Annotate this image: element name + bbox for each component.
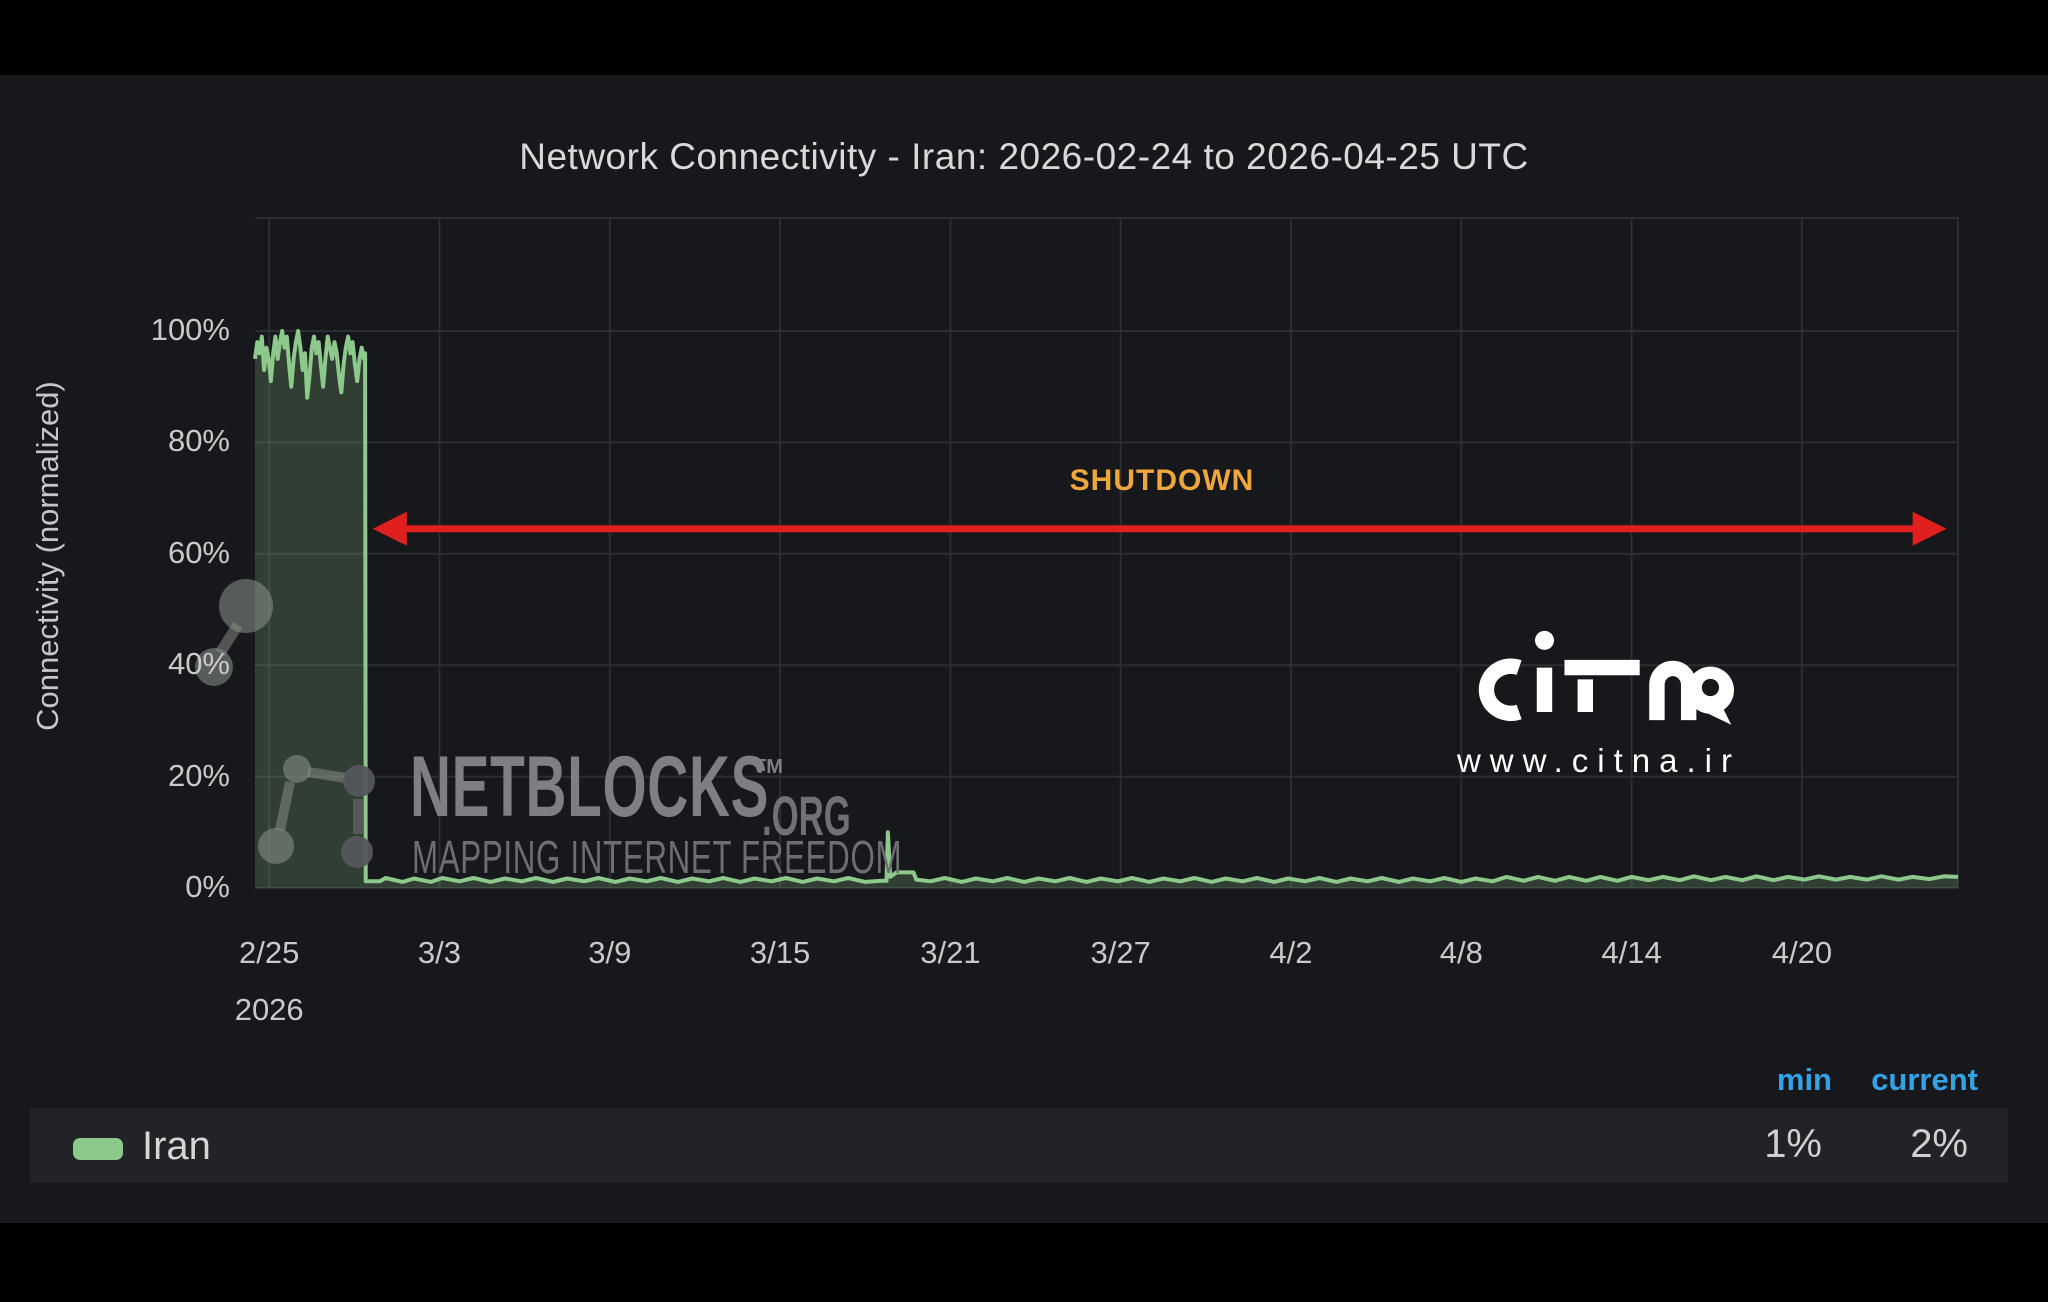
y-tick-label: 100% bbox=[150, 312, 230, 347]
netblocks-watermark: NETBLOCKS TM .ORG MAPPING INTERNET FREED… bbox=[410, 739, 902, 883]
y-tick-label: 40% bbox=[167, 646, 230, 682]
legend-current-value: 2% bbox=[1910, 1122, 1968, 1166]
legend-series-label[interactable]: Iran bbox=[142, 1124, 211, 1168]
x-tick-label: 3/3 bbox=[417, 935, 462, 970]
netblocks-icon bbox=[195, 579, 375, 868]
shutdown-arrow-left-head bbox=[372, 511, 407, 546]
x-tick-label: 3/15 bbox=[749, 935, 811, 970]
chart-panel bbox=[0, 75, 2048, 1223]
x-axis-year-label: 2026 bbox=[234, 992, 304, 1027]
x-tick-label: 4/8 bbox=[1439, 935, 1483, 970]
trademark-symbol: TM bbox=[754, 756, 783, 778]
x-tick-label: 4/20 bbox=[1771, 935, 1833, 970]
y-tick-label: 80% bbox=[167, 423, 230, 459]
netblocks-org-suffix: .ORG bbox=[762, 784, 851, 847]
x-tick-label: 3/21 bbox=[920, 935, 981, 970]
legend-header-current: current bbox=[1871, 1062, 1978, 1097]
top-letterbox-bar bbox=[0, 0, 2048, 75]
citna-url: www.citna.ir bbox=[1456, 742, 1742, 779]
netblocks-wordmark: NETBLOCKS bbox=[410, 739, 770, 835]
netblocks-tagline: MAPPING INTERNET FREEDOM bbox=[412, 831, 903, 883]
x-tick-label: 2/25 bbox=[239, 935, 300, 970]
x-tick-label: 4/14 bbox=[1601, 935, 1662, 970]
citna-logo bbox=[1478, 630, 1734, 725]
chart-title: Network Connectivity - Iran: 2026-02-24 … bbox=[519, 136, 1529, 177]
bottom-letterbox-bar bbox=[0, 1223, 2048, 1302]
y-tick-label: 20% bbox=[167, 757, 230, 793]
x-tick-label: 4/2 bbox=[1269, 935, 1313, 970]
legend-header-min: min bbox=[1776, 1062, 1832, 1097]
y-tick-label: 60% bbox=[167, 534, 230, 570]
series-color-swatch bbox=[73, 1138, 123, 1160]
legend-row: Iran 1% 2% bbox=[30, 1108, 2008, 1183]
x-tick-label: 3/27 bbox=[1090, 935, 1151, 970]
shutdown-annotation-label: SHUTDOWN bbox=[1069, 464, 1255, 497]
series-line bbox=[253, 329, 1959, 884]
legend-min-value: 1% bbox=[1764, 1122, 1822, 1166]
shutdown-arrow-right-head bbox=[1912, 511, 1947, 546]
x-tick-label: 3/9 bbox=[588, 935, 632, 970]
y-tick-label: 0% bbox=[185, 869, 230, 904]
